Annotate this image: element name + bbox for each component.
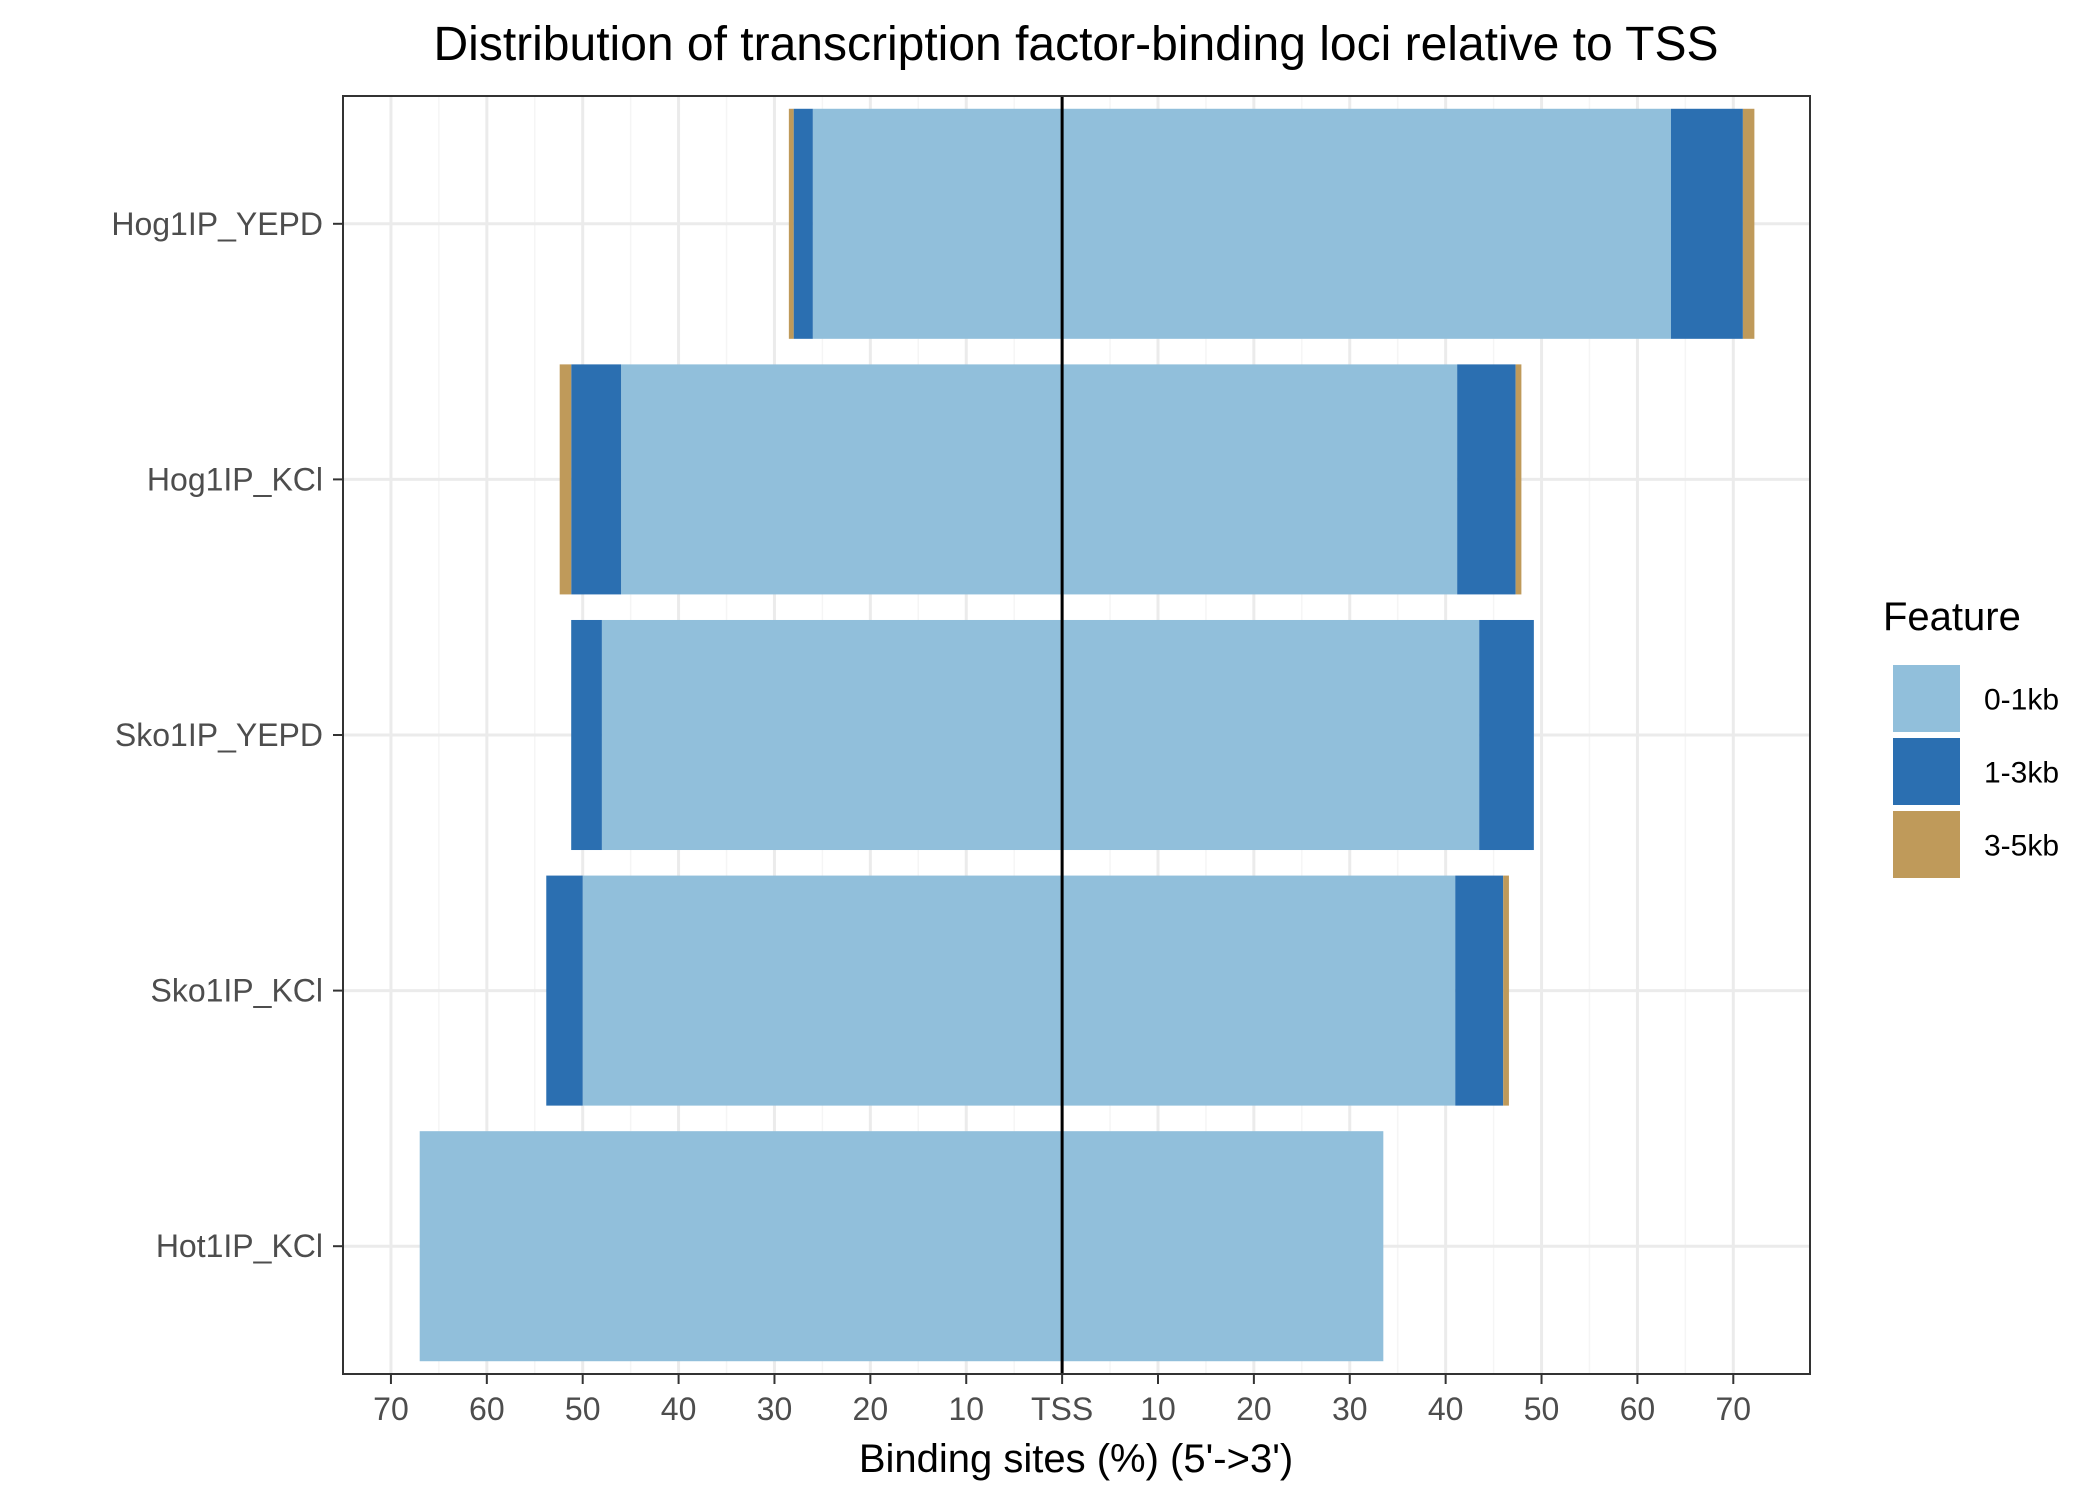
- bar-1-3kb-downstream: [1457, 364, 1516, 595]
- bars: [419, 108, 1755, 1362]
- bar-1-3kb-upstream: [571, 619, 602, 851]
- bar-1-3kb-downstream: [1670, 108, 1743, 339]
- x-tick-label: 40: [1428, 1391, 1464, 1427]
- bar-3-5kb-upstream: [788, 108, 794, 339]
- legend: Feature 0-1kb 1-3kb 3-5kb: [1883, 595, 2059, 878]
- bar-0-1kb-upstream: [601, 619, 1063, 851]
- bar-0-1kb-upstream: [419, 1131, 1063, 1362]
- bar-3-5kb-downstream: [1742, 108, 1755, 339]
- legend-label: 3-5kb: [1984, 830, 2059, 863]
- x-tick-label: 20: [853, 1391, 889, 1427]
- x-tick-label: 70: [373, 1391, 409, 1427]
- legend-key-1-3kb: [1893, 738, 1960, 805]
- y-tick-label: Hot1IP_KCl: [156, 1228, 323, 1264]
- chart-title: Distribution of transcription factor-bin…: [433, 18, 1718, 71]
- x-tick-label: 10: [1140, 1391, 1176, 1427]
- x-tick-label: TSS: [1031, 1391, 1093, 1427]
- y-tick-label: Sko1IP_YEPD: [115, 717, 323, 753]
- x-tick-label: 60: [469, 1391, 505, 1427]
- bar-0-1kb-downstream: [1062, 364, 1458, 595]
- bar-3-5kb-upstream: [559, 364, 572, 595]
- legend-title: Feature: [1883, 595, 2021, 639]
- x-axis-title: Binding sites (%) (5'->3'): [859, 1437, 1293, 1481]
- x-tick-label: 10: [948, 1391, 984, 1427]
- x-tick-label: 30: [757, 1391, 793, 1427]
- bar-1-3kb-upstream: [546, 875, 583, 1106]
- x-axis: 70 60 50 40 30 20 10 TSS 10 20 30 40 50 60 70: [373, 1374, 1751, 1427]
- bar-1-3kb-upstream: [571, 364, 622, 595]
- x-tick-label: 70: [1715, 1391, 1751, 1427]
- bar-0-1kb-downstream: [1062, 875, 1456, 1106]
- x-tick-label: 20: [1236, 1391, 1272, 1427]
- legend-label: 1-3kb: [1984, 757, 2059, 790]
- bar-0-1kb-downstream: [1062, 619, 1480, 851]
- bar-0-1kb-upstream: [621, 364, 1063, 595]
- y-tick-label: Sko1IP_KCl: [150, 973, 323, 1009]
- legend-key-3-5kb: [1893, 811, 1960, 878]
- bar-0-1kb-downstream: [1062, 1131, 1384, 1362]
- x-tick-label: 40: [661, 1391, 697, 1427]
- y-tick-label: Hog1IP_KCl: [147, 461, 323, 497]
- legend-key-0-1kb: [1893, 665, 1960, 732]
- bar-3-5kb-downstream: [1503, 875, 1509, 1106]
- bar-1-3kb-downstream: [1455, 875, 1504, 1106]
- y-axis: Hog1IP_YEPD Hog1IP_KCl Sko1IP_YEPD Sko1IP_K…: [111, 206, 343, 1264]
- bar-1-3kb-downstream: [1479, 619, 1534, 851]
- bar-0-1kb-upstream: [812, 108, 1063, 339]
- legend-label: 0-1kb: [1984, 684, 2059, 717]
- bar-0-1kb-downstream: [1062, 108, 1671, 339]
- x-tick-label: 30: [1332, 1391, 1368, 1427]
- y-tick-label: Hog1IP_YEPD: [111, 206, 323, 242]
- bar-1-3kb-upstream: [793, 108, 813, 339]
- x-tick-label: 50: [1524, 1391, 1560, 1427]
- x-tick-label: 50: [565, 1391, 601, 1427]
- bar-3-5kb-downstream: [1515, 364, 1522, 595]
- bar-0-1kb-upstream: [582, 875, 1063, 1106]
- x-tick-label: 60: [1620, 1391, 1656, 1427]
